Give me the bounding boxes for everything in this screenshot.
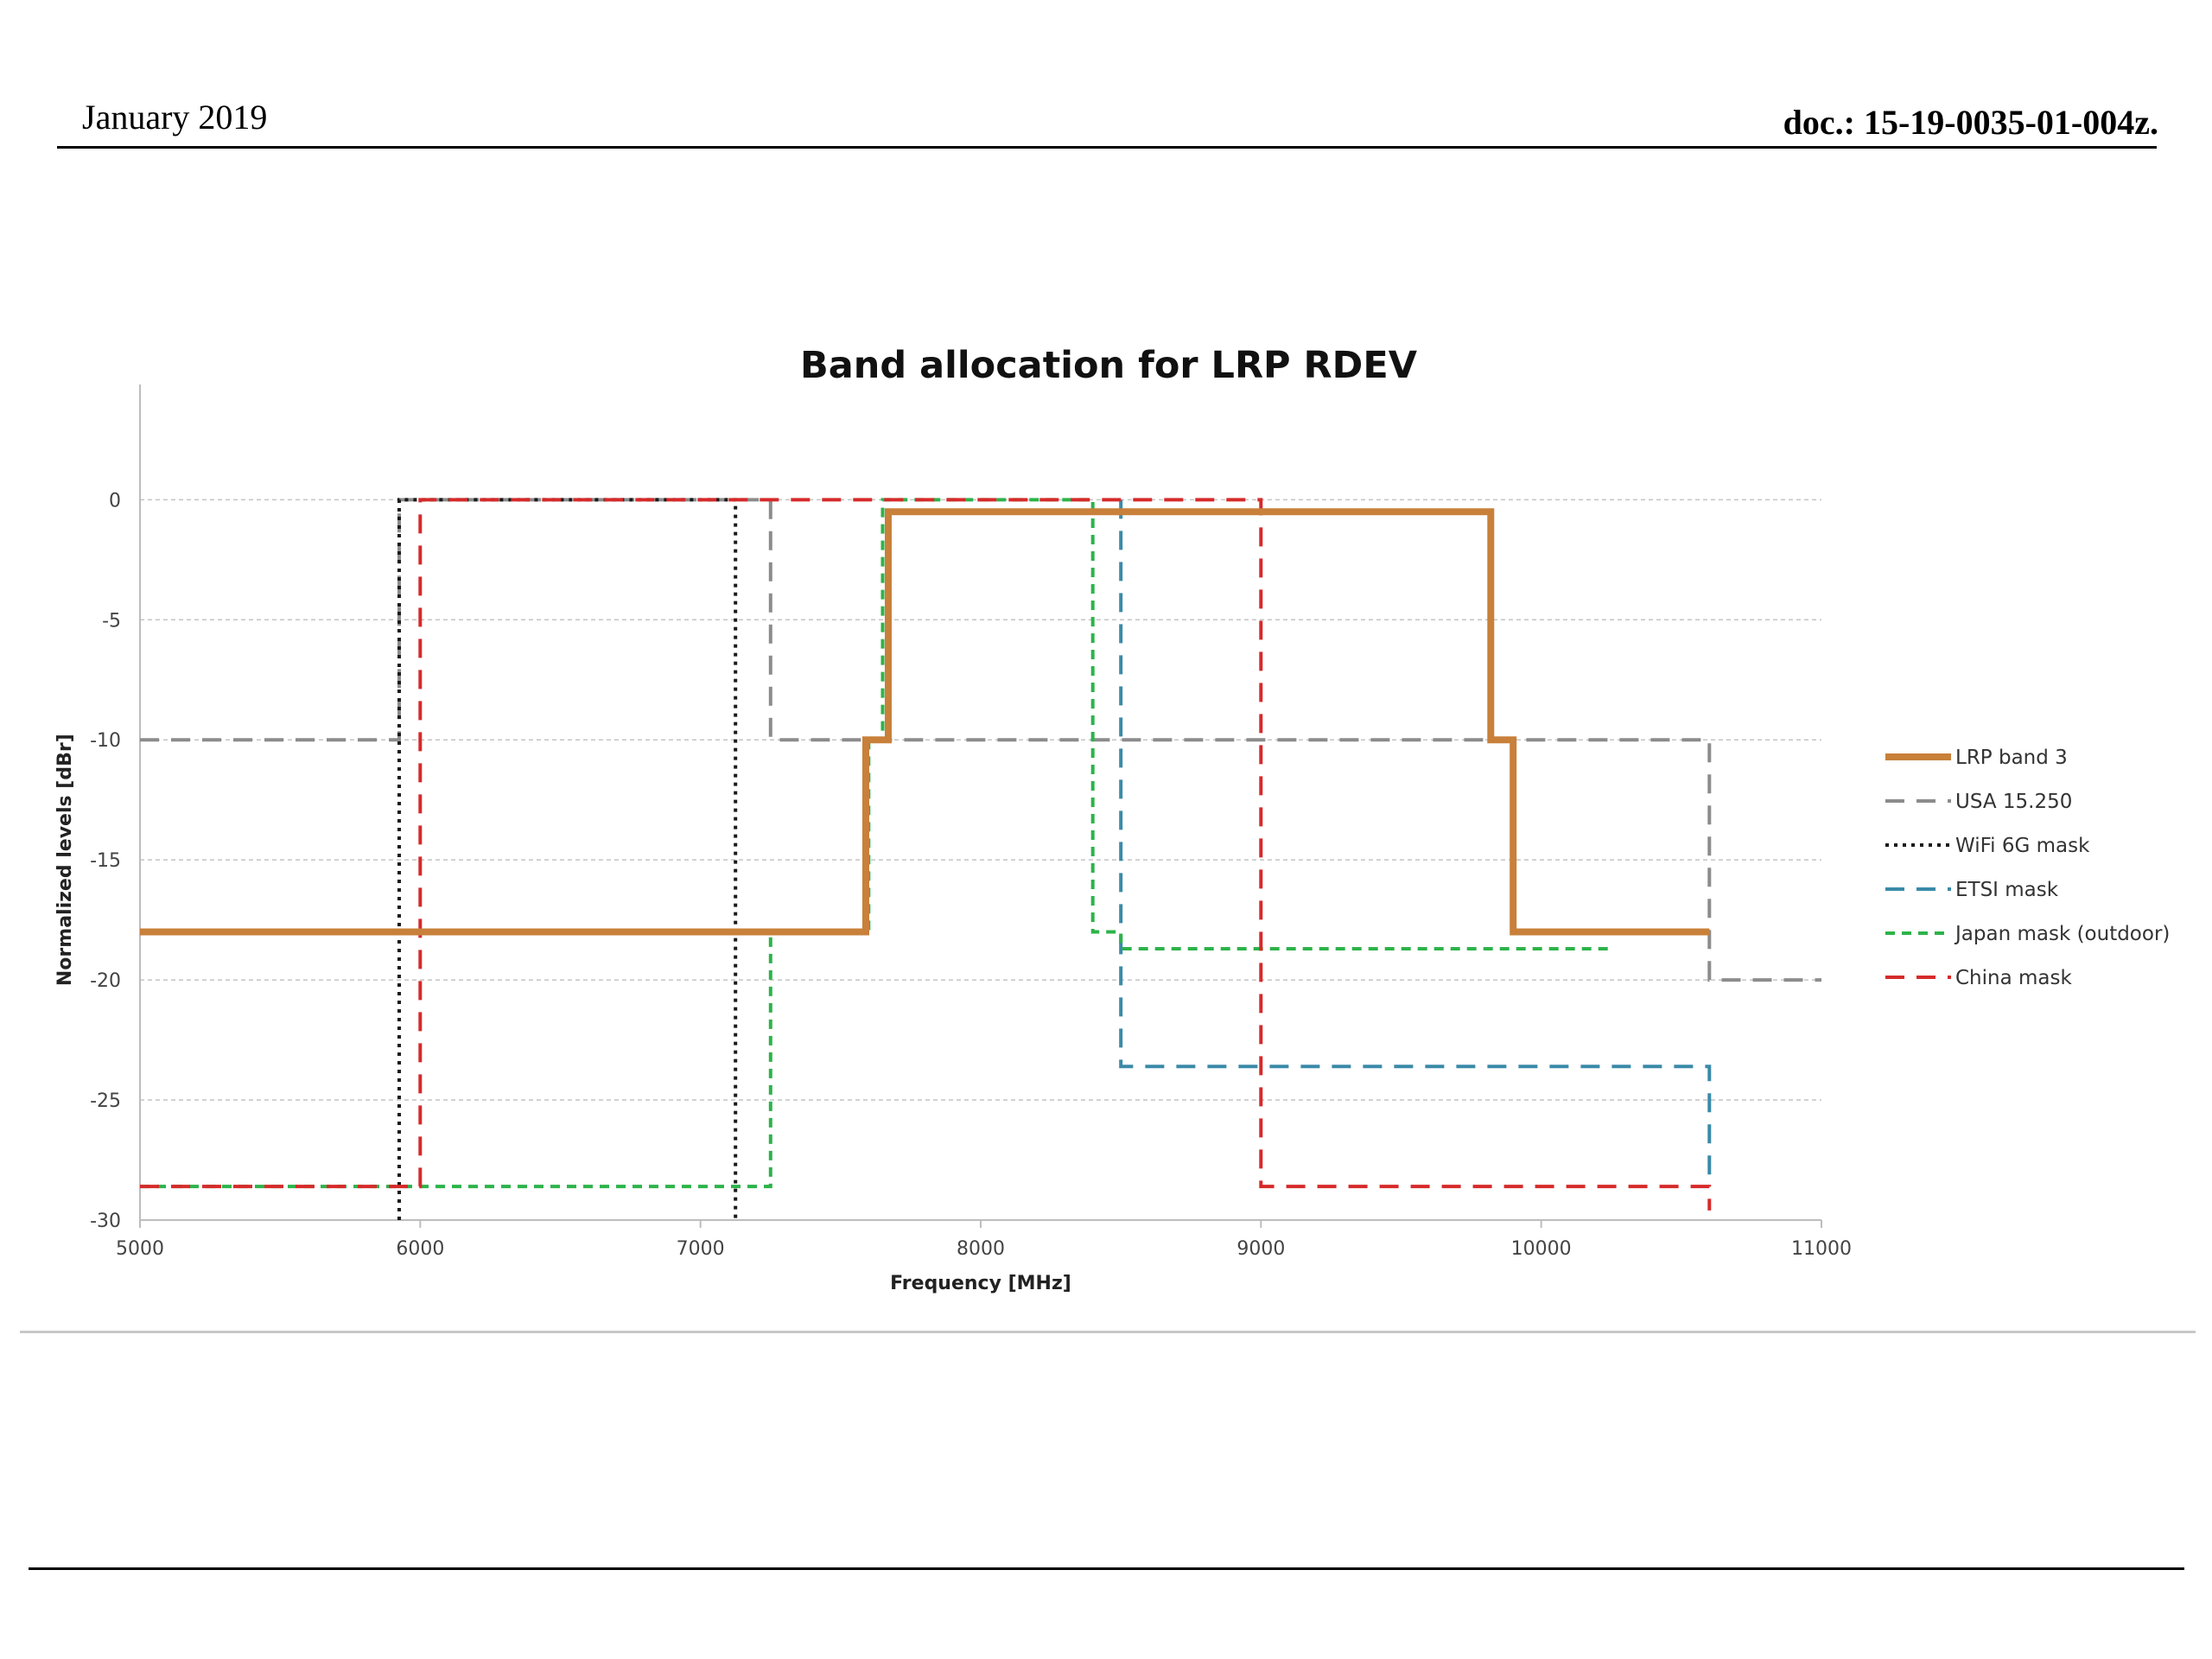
legend-label: WiFi 6G mask bbox=[1955, 835, 2090, 857]
series-line-4 bbox=[140, 498, 1611, 1189]
footer-rule bbox=[29, 1567, 2184, 1570]
axis-layer: 0 -5 -10 -15 -20 -25 -30 5000 6000 7000 8000 9000 10… bbox=[90, 385, 1852, 1260]
grid-layer bbox=[140, 499, 1821, 1101]
x-tick-label: 9000 bbox=[1236, 1238, 1285, 1260]
y-tick-label: 0 bbox=[109, 490, 121, 512]
x-tick-label: 8000 bbox=[957, 1238, 1005, 1260]
y-tick-label: -20 bbox=[90, 970, 121, 992]
y-tick-label: -10 bbox=[90, 730, 121, 752]
band-allocation-chart: Band allocation for LRP RDEV 0 -5 -10 -15 -2… bbox=[54, 344, 2170, 1294]
legend-label: Japan mask (outdoor) bbox=[1954, 923, 2170, 945]
x-tick-label: 10000 bbox=[1511, 1238, 1572, 1260]
x-tick-label: 5000 bbox=[116, 1238, 164, 1260]
legend-label: USA 15.250 bbox=[1955, 791, 2072, 813]
x-tick-label: 11000 bbox=[1791, 1238, 1852, 1260]
series-line-3 bbox=[1119, 499, 1712, 1187]
x-tick-label: 6000 bbox=[396, 1238, 444, 1260]
legend: LRP band 3 USA 15.250 WiFi 6G mask ETSI mas… bbox=[1885, 747, 2170, 989]
y-axis-label: Normalized levels [dBr] bbox=[54, 734, 76, 986]
chart-title: Band allocation for LRP RDEV bbox=[800, 344, 1418, 387]
legend-label: China mask bbox=[1955, 967, 2072, 989]
header-rule bbox=[57, 146, 2157, 149]
y-tick-label: -25 bbox=[90, 1090, 121, 1112]
y-tick-label: -15 bbox=[90, 850, 121, 872]
y-tick-label: -30 bbox=[90, 1211, 121, 1232]
y-tick-label: -5 bbox=[102, 610, 121, 632]
series-line-1 bbox=[140, 498, 1821, 982]
header-date: January 2019 bbox=[82, 98, 268, 137]
legend-label: LRP band 3 bbox=[1955, 747, 2068, 769]
legend-label: ETSI mask bbox=[1955, 879, 2059, 901]
x-tick-label: 7000 bbox=[677, 1238, 725, 1260]
x-axis-label: Frequency [MHz] bbox=[890, 1273, 1071, 1294]
series-layer bbox=[140, 498, 1821, 1220]
series-line-0 bbox=[140, 508, 1710, 936]
series-line-5 bbox=[140, 498, 1712, 1211]
chart-bottom-rule bbox=[20, 1331, 2196, 1333]
header-doc-number: doc.: 15-19-0035-01-004z. bbox=[1783, 103, 2158, 142]
